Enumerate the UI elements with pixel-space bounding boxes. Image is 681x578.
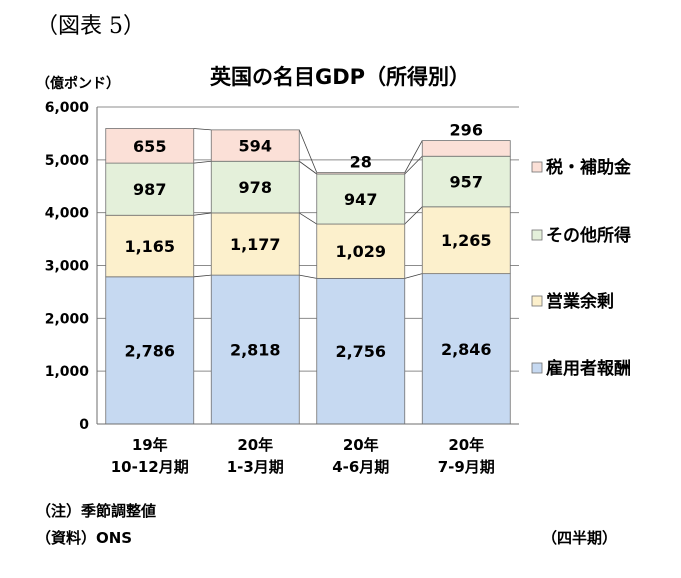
y-tick-label: 1,000 (45, 364, 90, 380)
series-connector-line (298, 129, 318, 173)
legend-label: その他所得 (546, 225, 631, 246)
y-tick-label: 5,000 (45, 153, 90, 169)
bar-value-label: 2,756 (335, 342, 386, 361)
bar-segment (105, 162, 195, 216)
legend-swatch (531, 295, 543, 307)
y-tick-label: 2,000 (45, 311, 90, 327)
bar-segment (421, 155, 511, 208)
bar-value-label: 957 (450, 173, 483, 192)
series-connector-line (299, 160, 317, 175)
bar-segment (316, 223, 406, 279)
bar-segment (210, 129, 300, 162)
series-connector-line (404, 155, 423, 175)
y-axis-label: （億ポンド） (36, 75, 120, 92)
note-text: （注）季節調整値 (36, 502, 157, 520)
bar-value-label: 655 (133, 137, 166, 156)
bar-segment (210, 212, 300, 276)
bar-value-label: 1,265 (441, 231, 492, 250)
bar-value-label: 987 (133, 180, 166, 199)
y-tick-label: 3,000 (45, 259, 90, 275)
legend-label: 税・補助金 (546, 157, 632, 178)
bar-segment (105, 214, 195, 278)
y-tick-label: 4,000 (45, 206, 90, 222)
x-tick-label: 20年 (343, 436, 379, 454)
x-tick-label: 7-9月期 (438, 458, 495, 476)
legend-label: 営業余剰 (546, 291, 614, 312)
bar-value-label: 2,846 (441, 340, 492, 359)
series-connector-line (193, 160, 212, 164)
bar-segment (316, 277, 406, 425)
x-tick-label: 19年 (132, 436, 168, 454)
bar-value-label: 1,165 (124, 237, 175, 256)
bar-segment (421, 140, 511, 157)
bars: 2,786 2,818 2,756 2,846 1,165 1,177 1,029 1,265… (105, 121, 511, 425)
bar-value-label: 2,786 (124, 341, 175, 360)
source-text: （資料）ONS (36, 529, 133, 547)
bar-segment (421, 206, 511, 275)
y-tick-label: 0 (79, 417, 89, 433)
bar-value-label: 28 (350, 153, 372, 172)
series-connector-line (193, 128, 212, 131)
bar-value-label: 2,818 (230, 341, 281, 360)
series-connector-line (299, 274, 317, 279)
x-axis-unit: （四半期） (542, 529, 618, 547)
bar-segment (316, 172, 406, 175)
legend-label: 雇用者報酬 (546, 358, 631, 379)
series-connector-line (193, 212, 212, 216)
bar-value-label: 978 (239, 178, 272, 197)
series-connector-line (404, 140, 423, 173)
axes: 0 1,000 2,000 3,000 4,000 5,000 6,000 19年 10-12月… (45, 100, 519, 476)
bar-segment (210, 274, 300, 425)
legend-swatch (531, 161, 543, 173)
x-tick-label: 20年 (237, 436, 273, 454)
series-connector-line (404, 273, 423, 279)
y-tick-label: 6,000 (45, 100, 90, 116)
series-connector-line (193, 274, 212, 278)
figure-label: （図表 5） (36, 14, 145, 39)
bar-value-label: 296 (450, 121, 483, 140)
series-connector-line (299, 212, 317, 225)
series-connector-line (404, 206, 423, 225)
bar-segment (105, 276, 195, 425)
x-tick-label: 10-12月期 (111, 458, 189, 476)
chart-title: 英国の名目GDP（所得別） (210, 65, 470, 89)
bar-segment (210, 160, 300, 214)
x-tick-label: 4-6月期 (332, 458, 389, 476)
series-connector-lines (193, 128, 423, 279)
bar-segment (105, 128, 195, 164)
legend-swatch (531, 362, 543, 374)
legend-swatch (531, 229, 543, 241)
bar-value-label: 594 (239, 137, 272, 156)
bar-value-label: 1,177 (230, 235, 281, 254)
x-tick-label: 20年 (448, 436, 484, 454)
x-tick-label: 1-3月期 (227, 458, 284, 476)
bar-value-label: 947 (344, 190, 377, 209)
bar-value-label: 1,029 (335, 242, 386, 261)
